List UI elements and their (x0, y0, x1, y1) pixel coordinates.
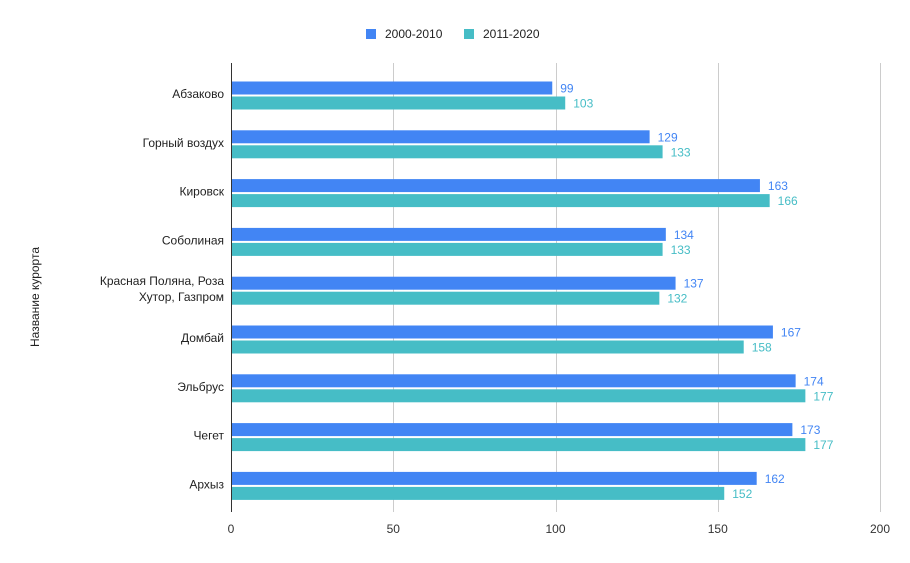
bar-series-2[interactable] (232, 486, 725, 500)
category-label: Красная Поляна, Роза (100, 274, 224, 288)
bar-series-2[interactable] (232, 389, 806, 403)
data-label: 133 (671, 243, 691, 257)
category-label: Хутор, Газпром (139, 290, 224, 304)
legend-label-series-2: 2011-2020 (483, 27, 540, 41)
data-label: 174 (804, 374, 824, 388)
category-label: Домбай (181, 331, 224, 345)
bar-series-2[interactable] (232, 194, 770, 208)
data-label: 133 (671, 145, 691, 159)
legend-label-series-1: 2000-2010 (385, 27, 443, 41)
category-label: Эльбрус (177, 380, 224, 394)
x-tick-label: 0 (228, 522, 235, 536)
bar-series-2[interactable] (232, 291, 660, 305)
legend: 2000-2010 2011-2020 (366, 27, 540, 41)
data-label: 177 (813, 389, 833, 403)
bar-series-1[interactable] (232, 471, 757, 485)
legend-swatch-series-2 (464, 29, 474, 39)
x-tick-label: 150 (708, 522, 728, 536)
bar-series-1[interactable] (232, 130, 650, 144)
bar-series-2[interactable] (232, 242, 663, 256)
bar-series-2[interactable] (232, 145, 663, 159)
bar-series-2[interactable] (232, 340, 744, 354)
category-label: Архыз (189, 477, 224, 491)
x-tick-label: 50 (387, 522, 401, 536)
data-label: 129 (658, 130, 678, 144)
data-label: 134 (674, 228, 694, 242)
bar-series-1[interactable] (232, 179, 760, 193)
data-label: 103 (573, 97, 593, 111)
bar-series-2[interactable] (232, 438, 806, 452)
data-label: 177 (813, 438, 833, 452)
data-label: 163 (768, 179, 788, 193)
data-label: 99 (560, 82, 574, 96)
bars-layer (232, 81, 806, 500)
bar-series-1[interactable] (232, 81, 553, 95)
data-label: 137 (684, 277, 704, 291)
data-label: 166 (778, 194, 798, 208)
bar-series-1[interactable] (232, 325, 773, 339)
category-label: Соболиная (162, 233, 224, 247)
category-label: Чегет (193, 429, 224, 443)
legend-swatch-series-1 (366, 29, 376, 39)
category-label: Кировск (179, 185, 224, 199)
category-label: Абзаково (172, 87, 224, 101)
data-label: 152 (732, 487, 752, 501)
bar-series-1[interactable] (232, 374, 796, 388)
category-label: Горный воздух (143, 136, 224, 150)
data-label: 167 (781, 326, 801, 340)
bar-series-1[interactable] (232, 227, 666, 241)
bar-series-2[interactable] (232, 96, 566, 110)
x-tick-label: 200 (870, 522, 890, 536)
data-label: 173 (800, 423, 820, 437)
data-label: 162 (765, 472, 785, 486)
y-axis-title: Название курорта (28, 247, 42, 347)
data-label: 132 (667, 292, 687, 306)
x-tick-label: 100 (545, 522, 565, 536)
bar-series-1[interactable] (232, 423, 793, 437)
data-label: 158 (752, 341, 772, 355)
bar-series-1[interactable] (232, 276, 676, 290)
